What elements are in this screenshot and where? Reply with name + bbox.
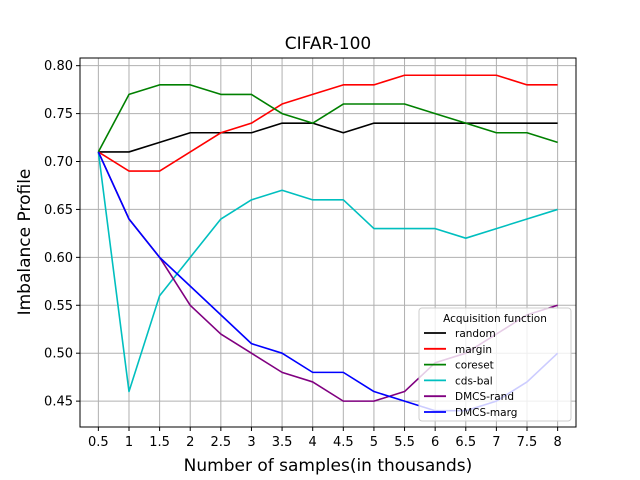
x-tick-label: 7: [492, 435, 500, 450]
x-tick-label: 1: [125, 435, 133, 450]
y-axis: 0.45 0.50 0.55 0.60 0.65 0.70 0.75 0.80: [44, 59, 80, 410]
y-tick-label: 0.70: [44, 155, 73, 170]
legend-box: [418, 307, 572, 422]
x-tick-label: 1.5: [149, 435, 170, 450]
series-line-random: [98, 122, 558, 153]
x-axis: 0.5 1 1.5 2 2.5 3 3.5 4 4.5 5 5.5 6 6.5 7 7.5 8: [88, 427, 562, 450]
legend-label-coreset: coreset: [455, 360, 494, 372]
y-tick-label: 0.50: [44, 347, 73, 362]
legend-label-dmcs-marg: DMCS-marg: [455, 407, 517, 419]
x-tick-label: 4: [309, 435, 317, 450]
x-tick-label: 6: [431, 435, 439, 450]
x-tick-label: 7.5: [517, 435, 538, 450]
x-tick-label: 2: [186, 435, 194, 450]
y-tick-label: 0.65: [44, 203, 73, 218]
x-axis-label: Number of samples(in thousands): [184, 456, 473, 476]
legend: Acquisition function random margin coreset…: [418, 307, 572, 422]
x-tick-label: 8: [553, 435, 561, 450]
series-line-cds-bal: [97, 151, 558, 393]
x-tick-label: 5.5: [394, 435, 415, 450]
plot-frame: [79, 57, 577, 428]
series-line-margin: [97, 74, 558, 172]
x-tick-label: 5: [370, 435, 378, 450]
x-tick-label: 2.5: [210, 435, 231, 450]
x-tick-label: 3: [247, 435, 255, 450]
x-tick-label: 0.5: [88, 435, 109, 450]
chart-title: CIFAR-100: [285, 34, 371, 54]
x-tick-label: 6.5: [455, 435, 476, 450]
x-tick-label: 4.5: [333, 435, 354, 450]
legend-label-random: random: [455, 328, 496, 340]
legend-items: random margin coreset cds-bal DMCS-rand DMCS-…: [424, 328, 517, 419]
y-tick-label: 0.75: [44, 107, 73, 122]
y-tick-label: 0.60: [44, 251, 73, 266]
y-tick-label: 0.80: [44, 59, 73, 74]
legend-label-cds-bal: cds-bal: [455, 375, 493, 387]
series-line-coreset: [97, 84, 558, 153]
y-tick-label: 0.55: [44, 299, 73, 314]
legend-title: Acquisition function: [443, 313, 547, 325]
y-tick-label: 0.45: [44, 395, 73, 410]
legend-label-dmcs-rand: DMCS-rand: [455, 391, 514, 403]
y-axis-label: Imbalance Profile: [15, 169, 35, 316]
legend-label-margin: margin: [455, 344, 492, 356]
x-tick-label: 3.5: [272, 435, 293, 450]
